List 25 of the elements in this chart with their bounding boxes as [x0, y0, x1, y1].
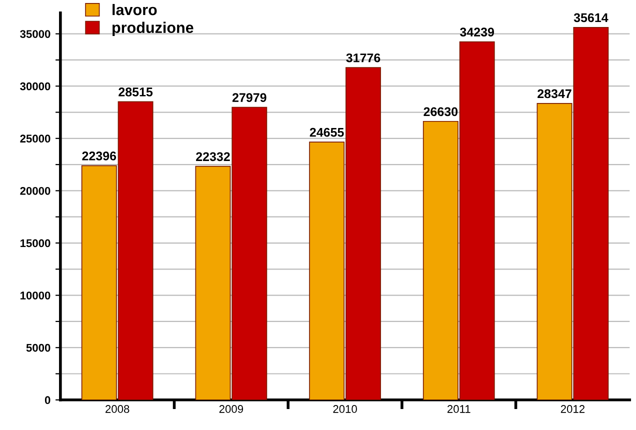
y-tick-label: 10000: [20, 292, 50, 300]
data-label: 28347: [538, 89, 572, 98]
data-label: 35614: [574, 13, 608, 22]
x-tick-label: 2012: [560, 405, 585, 413]
data-label: 34239: [460, 28, 494, 37]
x-tick-label: 2009: [219, 405, 244, 413]
data-label: 22396: [82, 152, 116, 160]
y-tick-label: 0: [44, 396, 50, 404]
data-label: 26630: [424, 107, 458, 116]
y-tick-label: 30000: [20, 82, 50, 90]
y-tick-label: 5000: [26, 344, 50, 352]
data-label: 24655: [310, 128, 344, 137]
data-label: 27979: [232, 93, 266, 102]
y-tick-label: 25000: [20, 134, 50, 143]
data-label: 22332: [196, 152, 230, 162]
legend-label: lavoro: [112, 4, 157, 16]
x-tick-label: 2011: [447, 405, 470, 413]
y-tick-label: 15000: [20, 239, 50, 248]
y-tick-label: 20000: [20, 186, 50, 195]
y-tick-label: 35000: [20, 30, 50, 38]
data-label: 31776: [346, 53, 380, 62]
legend-label: produzione: [112, 22, 194, 36]
x-tick-label: 2010: [333, 405, 357, 413]
data-label: 28515: [118, 88, 153, 96]
x-tick-label: 2008: [106, 405, 130, 413]
